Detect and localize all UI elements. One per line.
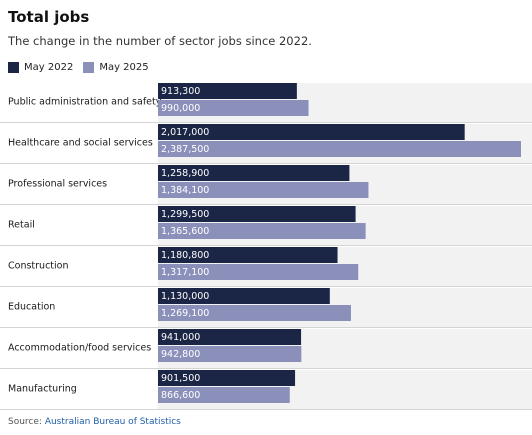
- value-label-may-2022-construction: 1,180,800: [161, 250, 209, 261]
- bar-may-2022-professional-services: [158, 165, 350, 181]
- bar-may-2022-retail: [158, 206, 356, 222]
- bar-may-2025-education: [158, 305, 351, 321]
- bar-may-2022-construction: [158, 247, 338, 263]
- category-label-professional-services: Professional services: [8, 179, 107, 190]
- legend-swatch-may-2025: [83, 61, 95, 73]
- value-label-may-2022-education: 1,130,000: [161, 291, 209, 302]
- legend-swatch-may-2022: [8, 61, 19, 73]
- bar-may-2022-healthcare-and-social-services: [158, 124, 465, 140]
- bar-may-2025-manufacturing: [158, 387, 290, 403]
- value-label-may-2025-professional-services: 1,384,100: [161, 185, 209, 196]
- source-link[interactable]: Australian Bureau of Statistics: [44, 417, 181, 427]
- bar-may-2025-accommodation-food-services: [158, 346, 302, 362]
- chart-subtitle: The change in the number of sector jobs …: [8, 34, 312, 48]
- bar-may-2022-accommodation-food-services: [158, 329, 302, 345]
- value-label-may-2025-healthcare-and-social-services: 2,387,500: [161, 144, 209, 155]
- bar-may-2025-healthcare-and-social-services: [158, 141, 521, 157]
- value-label-may-2022-public-administration-and-safety: 913,300: [161, 86, 200, 97]
- value-label-may-2025-construction: 1,317,100: [161, 267, 209, 278]
- legend-item-may-2025: May 2025: [83, 61, 149, 73]
- source-prefix: Source:: [8, 417, 45, 427]
- legend: May 2022 May 2025: [8, 60, 159, 74]
- legend-label-may-2025: May 2025: [99, 61, 149, 73]
- value-label-may-2025-manufacturing: 866,600: [161, 390, 200, 401]
- category-label-public-administration-and-safety: Public administration and safety: [8, 97, 162, 108]
- bar-may-2025-public-administration-and-safety: [158, 100, 309, 116]
- bar-may-2025-retail: [158, 223, 366, 239]
- value-label-may-2025-retail: 1,365,600: [161, 226, 209, 237]
- value-label-may-2022-accommodation-food-services: 941,000: [161, 332, 200, 343]
- value-label-may-2022-manufacturing: 901,500: [161, 373, 200, 384]
- bar-may-2025-construction: [158, 264, 359, 280]
- category-label-healthcare-and-social-services: Healthcare and social services: [8, 138, 153, 149]
- value-label-may-2025-accommodation-food-services: 942,800: [161, 349, 200, 360]
- category-label-education: Education: [8, 302, 55, 313]
- value-label-may-2022-retail: 1,299,500: [161, 209, 209, 220]
- value-label-may-2025-education: 1,269,100: [161, 308, 209, 319]
- bar-may-2022-manufacturing: [158, 370, 296, 386]
- bar-may-2025-professional-services: [158, 182, 369, 198]
- value-label-may-2022-healthcare-and-social-services: 2,017,000: [161, 127, 209, 138]
- category-label-manufacturing: Manufacturing: [8, 384, 77, 395]
- bar-may-2022-education: [158, 288, 330, 304]
- value-label-may-2025-public-administration-and-safety: 990,000: [161, 103, 200, 114]
- source-note: Source: Australian Bureau of Statistics: [8, 417, 181, 427]
- category-label-construction: Construction: [8, 261, 69, 272]
- legend-label-may-2022: May 2022: [24, 61, 74, 73]
- legend-item-may-2022: May 2022: [8, 61, 74, 73]
- chart-title: Total jobs: [8, 8, 90, 26]
- value-label-may-2022-professional-services: 1,258,900: [161, 168, 209, 179]
- category-label-accommodation-food-services: Accommodation/food services: [8, 343, 151, 354]
- category-label-retail: Retail: [8, 220, 35, 231]
- bar-may-2022-public-administration-and-safety: [158, 83, 297, 99]
